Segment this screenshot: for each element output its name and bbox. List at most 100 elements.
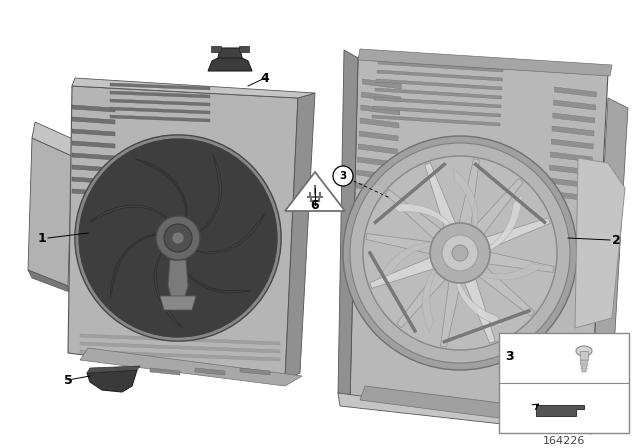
Text: 3: 3 <box>339 171 347 181</box>
Polygon shape <box>362 92 401 102</box>
Polygon shape <box>453 168 478 230</box>
Polygon shape <box>87 366 140 373</box>
Circle shape <box>172 232 184 244</box>
Polygon shape <box>459 159 479 227</box>
Polygon shape <box>488 195 522 250</box>
Polygon shape <box>379 242 434 278</box>
Polygon shape <box>536 405 584 416</box>
Bar <box>580 351 588 360</box>
Polygon shape <box>377 70 502 81</box>
Polygon shape <box>285 172 345 211</box>
Polygon shape <box>87 370 137 392</box>
Polygon shape <box>72 78 315 98</box>
Polygon shape <box>360 118 399 128</box>
Polygon shape <box>211 46 221 52</box>
Polygon shape <box>110 99 210 106</box>
Circle shape <box>452 245 468 261</box>
Polygon shape <box>553 113 595 123</box>
Polygon shape <box>464 277 495 343</box>
Polygon shape <box>72 153 115 160</box>
Polygon shape <box>72 177 115 184</box>
Circle shape <box>363 156 557 350</box>
Polygon shape <box>479 264 544 280</box>
Polygon shape <box>72 129 115 136</box>
Polygon shape <box>105 368 135 375</box>
Circle shape <box>79 139 277 337</box>
Polygon shape <box>110 231 157 297</box>
Polygon shape <box>72 189 115 196</box>
Polygon shape <box>474 178 524 235</box>
Polygon shape <box>32 122 75 156</box>
Polygon shape <box>358 49 612 76</box>
Polygon shape <box>484 218 550 249</box>
Circle shape <box>430 223 490 283</box>
Polygon shape <box>554 87 596 97</box>
Polygon shape <box>240 368 270 375</box>
Polygon shape <box>359 131 398 141</box>
Circle shape <box>442 235 478 271</box>
Text: 4: 4 <box>260 72 269 85</box>
Text: 2: 2 <box>612 233 620 246</box>
Polygon shape <box>90 205 170 222</box>
Polygon shape <box>550 165 591 175</box>
Polygon shape <box>80 348 302 386</box>
Polygon shape <box>372 115 500 126</box>
Polygon shape <box>376 79 502 90</box>
Polygon shape <box>208 56 252 71</box>
Polygon shape <box>551 139 593 149</box>
Polygon shape <box>72 165 115 172</box>
Polygon shape <box>548 191 590 201</box>
Polygon shape <box>80 334 280 345</box>
Polygon shape <box>72 141 115 148</box>
Polygon shape <box>350 58 608 426</box>
Polygon shape <box>239 46 249 52</box>
Polygon shape <box>374 97 501 108</box>
Polygon shape <box>110 83 210 90</box>
Polygon shape <box>80 342 280 353</box>
Polygon shape <box>68 86 298 380</box>
Polygon shape <box>361 105 400 115</box>
Text: 3: 3 <box>505 349 513 362</box>
Polygon shape <box>338 393 592 434</box>
Polygon shape <box>357 170 396 180</box>
Polygon shape <box>80 350 280 361</box>
Polygon shape <box>160 296 196 310</box>
Polygon shape <box>150 368 180 375</box>
Polygon shape <box>397 271 447 327</box>
Text: 1: 1 <box>38 232 46 245</box>
Polygon shape <box>552 126 594 136</box>
Polygon shape <box>425 163 456 229</box>
Polygon shape <box>550 152 593 162</box>
Polygon shape <box>72 105 115 112</box>
Text: 6: 6 <box>310 198 319 211</box>
Polygon shape <box>358 144 397 154</box>
Circle shape <box>333 166 353 186</box>
Polygon shape <box>176 260 251 293</box>
Polygon shape <box>385 190 442 240</box>
Polygon shape <box>154 250 182 328</box>
Polygon shape <box>370 257 436 289</box>
Polygon shape <box>285 93 315 380</box>
Polygon shape <box>28 138 72 286</box>
Circle shape <box>156 216 200 260</box>
Polygon shape <box>199 155 221 235</box>
Polygon shape <box>590 98 628 426</box>
Polygon shape <box>456 281 502 327</box>
Polygon shape <box>390 204 451 227</box>
Polygon shape <box>356 183 395 193</box>
Polygon shape <box>110 115 210 122</box>
Polygon shape <box>168 260 188 300</box>
Polygon shape <box>373 106 500 117</box>
Circle shape <box>164 224 192 252</box>
Polygon shape <box>110 91 210 98</box>
Circle shape <box>350 143 570 363</box>
Polygon shape <box>548 178 591 188</box>
Polygon shape <box>72 117 115 124</box>
Polygon shape <box>378 61 503 72</box>
Circle shape <box>75 135 281 341</box>
Ellipse shape <box>576 346 592 356</box>
Text: 5: 5 <box>63 374 72 387</box>
Polygon shape <box>195 368 225 375</box>
Polygon shape <box>375 88 502 99</box>
Polygon shape <box>194 214 265 254</box>
